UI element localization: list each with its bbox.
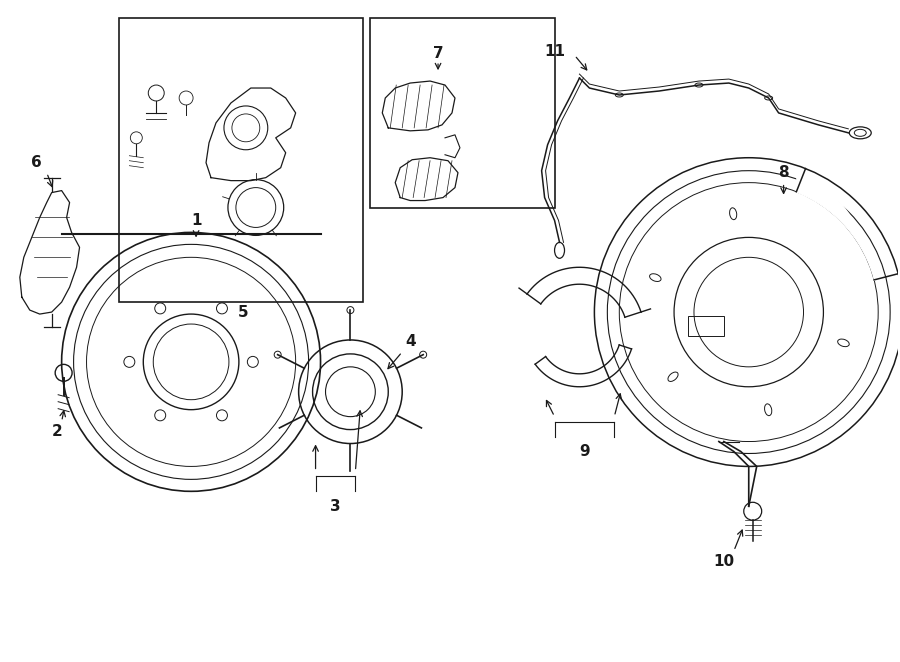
Text: 1: 1: [191, 213, 202, 228]
Text: 3: 3: [330, 498, 341, 514]
Text: 4: 4: [405, 334, 416, 350]
Bar: [370, 19, 554, 207]
Text: 9: 9: [579, 444, 590, 459]
Text: 5: 5: [238, 305, 248, 320]
Bar: [120, 19, 364, 302]
Text: 11: 11: [544, 44, 565, 59]
Text: 6: 6: [32, 155, 42, 170]
Text: 10: 10: [714, 553, 734, 569]
Text: 2: 2: [51, 424, 62, 439]
Text: 8: 8: [778, 165, 789, 180]
Text: 7: 7: [433, 46, 444, 61]
